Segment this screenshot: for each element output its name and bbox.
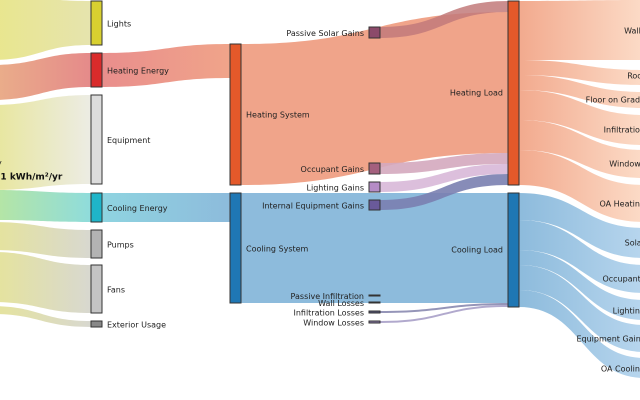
flow-equipment-to-heating-load <box>380 174 508 210</box>
flow-window-losses-to-cooling-load <box>380 305 508 323</box>
output-label-8: Lighting <box>613 307 640 316</box>
output-label-1: Roof <box>627 72 640 81</box>
flow-heating-load-to-output-1 <box>519 60 640 85</box>
flow-heating-load-to-output-5 <box>519 150 640 222</box>
heating-load-node[interactable] <box>507 0 520 186</box>
gain-node-7[interactable] <box>368 320 381 324</box>
source-label-0: Lights <box>107 20 131 29</box>
cooling-load-node[interactable] <box>507 192 520 308</box>
source-label-5: Fans <box>107 286 125 295</box>
flow-total-to-source-2 <box>0 95 91 190</box>
flow-total-to-source-0 <box>0 0 91 60</box>
gain-label-6: Infiltration Losses <box>293 309 364 318</box>
source-node-3[interactable] <box>90 192 103 223</box>
flow-total-to-source-1 <box>0 53 91 100</box>
cooling-system-label: Cooling System <box>246 245 309 254</box>
flow-total-to-source-6 <box>0 306 91 327</box>
total-value: .1 kWh/m²/yr <box>0 173 63 183</box>
output-label-5: OA Heating <box>599 200 640 209</box>
source-label-1: Heating Energy <box>107 67 169 76</box>
heating-system-label: Heating System <box>246 111 310 120</box>
output-label-9: Equipment Gains <box>576 335 640 344</box>
source-node-0[interactable] <box>90 0 103 46</box>
gain-label-5: Wall Losses <box>318 299 364 308</box>
source-node-5[interactable] <box>90 264 103 314</box>
heating-system-node[interactable] <box>229 43 242 186</box>
output-label-10: OA Cooling <box>601 365 640 374</box>
output-label-2: Floor on Grade <box>586 96 640 105</box>
gain-label-1: Occupant Gains <box>301 165 364 174</box>
flow-cooling-load-to-output-1 <box>519 220 640 293</box>
flow-cooling-load-to-output-2 <box>519 250 640 320</box>
gain-label-4: Passive Infiltration <box>291 292 364 301</box>
source-label-6: Exterior Usage <box>107 321 166 330</box>
flow-heating-load-to-output-0 <box>519 0 640 61</box>
flow-total-to-source-5 <box>0 252 91 313</box>
cooling-load-label: Cooling Load <box>451 246 503 255</box>
flow-heating-load-to-output-3 <box>519 90 640 145</box>
source-node-2[interactable] <box>90 94 103 185</box>
flow-cooling-system-to-cooling-load <box>241 193 508 303</box>
flow-lighting-to-heating-load <box>380 164 508 192</box>
cooling-system-node[interactable] <box>229 192 242 304</box>
output-label-6: Solar <box>625 239 640 248</box>
gain-label-3: Internal Equipment Gains <box>262 202 364 211</box>
source-node-6[interactable] <box>90 320 103 328</box>
source-node-1[interactable] <box>90 52 103 88</box>
output-label-3: Infiltration <box>604 126 640 135</box>
gain-node-4[interactable] <box>368 294 381 297</box>
flow-heating-energy-to-heating-system <box>102 44 230 87</box>
gain-label-7: Window Losses <box>303 319 364 328</box>
output-label-4: Windows <box>609 160 640 169</box>
gain-node-5[interactable] <box>368 301 381 304</box>
source-label-3: Cooling Energy <box>107 204 168 213</box>
heating-load-label: Heating Load <box>450 89 503 98</box>
flow-infiltration-losses-to-cooling-load <box>380 303 508 313</box>
flow-total-to-source-3 <box>0 190 91 222</box>
source-node-4[interactable] <box>90 229 103 259</box>
flow-occupant-to-heating-load <box>380 153 508 174</box>
gain-node-0[interactable] <box>368 26 381 39</box>
gain-node-6[interactable] <box>368 310 381 314</box>
flow-cooling-load-to-output-3 <box>519 265 640 352</box>
flow-cooling-energy-to-cooling-system <box>102 193 230 222</box>
gain-label-0: Passive Solar Gains <box>286 29 364 38</box>
gain-node-3[interactable] <box>368 199 381 211</box>
flow-cooling-load-to-output-0 <box>519 193 640 258</box>
flow-total-to-source-4 <box>0 222 91 258</box>
gain-node-1[interactable] <box>368 162 381 175</box>
gain-node-2[interactable] <box>368 181 381 193</box>
total-label: y <box>0 159 2 168</box>
source-label-2: Equipment <box>107 136 150 145</box>
source-label-4: Pumps <box>107 241 134 250</box>
flow-heating-system-to-heating-load <box>241 12 508 185</box>
gain-label-2: Lighting Gains <box>307 184 364 193</box>
flow-passive-solar-to-heating-load <box>380 1 508 38</box>
flow-heating-load-to-output-2 <box>519 75 640 108</box>
flow-cooling-load-to-output-4 <box>519 290 640 378</box>
flow-heating-load-to-output-4 <box>519 120 640 178</box>
output-label-7: Occupants <box>602 275 640 284</box>
output-label-0: Walls <box>624 27 640 36</box>
